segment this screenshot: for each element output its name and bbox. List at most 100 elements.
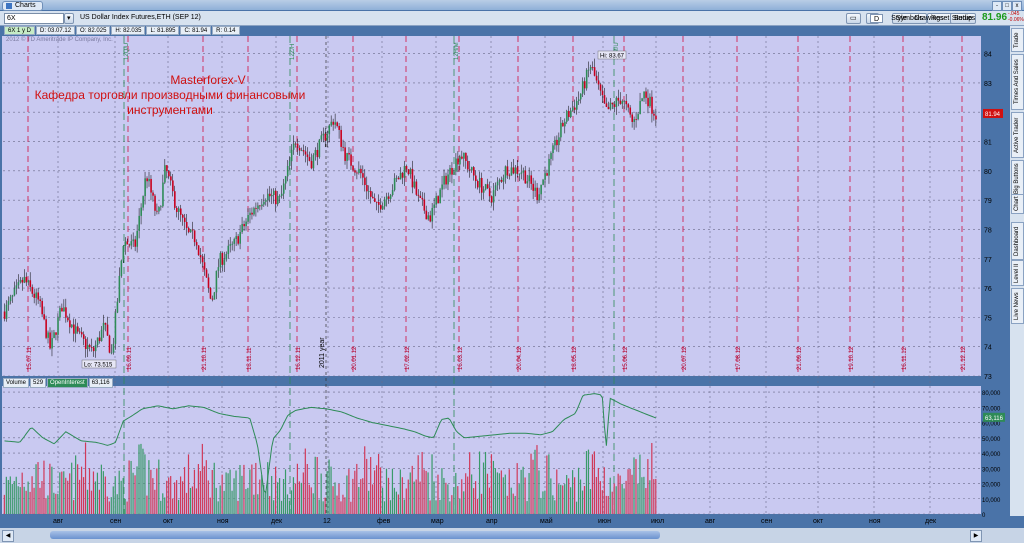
volume-bar <box>106 496 108 514</box>
volume-bar <box>292 477 295 514</box>
candle-body <box>320 135 323 140</box>
volume-bar <box>255 462 257 514</box>
sidebar-tab-dashboard[interactable]: Dashboard <box>1011 222 1024 260</box>
scroll-left-icon[interactable]: ◀ <box>2 530 14 542</box>
candle-body <box>486 184 489 189</box>
volume-bar <box>108 501 110 514</box>
volume-bar <box>393 487 396 514</box>
volume-bar <box>637 483 639 514</box>
candle-body <box>243 224 245 227</box>
sidebar-tab-live-news[interactable]: Live News <box>1011 288 1024 324</box>
sidebar-tab-trade[interactable]: Trade <box>1011 28 1024 52</box>
volume-bar <box>185 492 188 514</box>
candle-body <box>241 224 243 233</box>
link-icon[interactable]: ▭ <box>846 13 861 24</box>
volume-bar <box>61 471 63 514</box>
volume-bar <box>302 472 304 514</box>
period-box[interactable]: D <box>870 14 884 23</box>
volume-bar <box>221 474 223 514</box>
month-label: фев <box>377 518 391 525</box>
candle-body <box>314 149 317 156</box>
sidebar-tab-chart[interactable]: Chart <box>1011 194 1024 214</box>
high-label-box <box>597 50 627 60</box>
candle-body <box>364 177 366 185</box>
volume-bar <box>213 462 215 514</box>
info-range: R: 0.14 <box>212 26 240 35</box>
candle-body <box>231 243 234 245</box>
candle-body <box>86 344 89 349</box>
candle-body <box>148 178 150 182</box>
candle-body <box>607 106 610 110</box>
volume-bar <box>526 501 528 514</box>
candle-body <box>144 178 146 197</box>
candle-body <box>447 174 449 185</box>
maximize-button[interactable]: □ <box>1002 1 1012 11</box>
current-price-label: 81.94 <box>985 112 1001 118</box>
candle-body <box>211 298 214 300</box>
sidebar-tab-times-and-sales[interactable]: Times And Sales <box>1011 54 1024 110</box>
sidebar-tab-active-trader[interactable]: Active Trader <box>1011 112 1024 158</box>
candle-body <box>336 122 338 126</box>
scroll-right-icon[interactable]: ▶ <box>970 530 982 542</box>
candle-body <box>227 245 230 255</box>
candle-body <box>43 314 45 320</box>
volume-bar <box>126 501 128 514</box>
candle-body <box>528 175 531 182</box>
volume-bar <box>348 469 350 514</box>
volume-bar <box>275 466 277 514</box>
volume-bar <box>160 500 162 514</box>
candle-body <box>455 158 457 172</box>
candle-body <box>209 288 212 299</box>
volume-bar <box>415 479 417 514</box>
volume-bar <box>574 477 576 514</box>
volume-bar <box>100 464 102 514</box>
scrollbar-thumb[interactable] <box>50 531 660 539</box>
candle-body <box>55 332 57 335</box>
sidebar-tab-big-buttons[interactable]: Big Buttons <box>1011 160 1024 198</box>
minimize-button[interactable]: - <box>992 1 1002 11</box>
volume-bar <box>57 493 59 514</box>
candle-body <box>322 133 325 136</box>
volume-bar <box>338 483 340 514</box>
candle-body <box>282 183 285 194</box>
candle-body <box>589 67 592 70</box>
symbol-input[interactable]: 6X <box>4 13 64 24</box>
candle-body <box>290 149 293 162</box>
candle-body <box>207 277 210 289</box>
candle-body <box>381 206 384 210</box>
symbols-button[interactable]: Symbols <box>892 13 927 24</box>
volume-bar <box>49 463 51 514</box>
volume-bar <box>146 495 148 514</box>
volume-bar <box>94 481 97 514</box>
sidebar-tab-level-ii[interactable]: Level II <box>1011 260 1024 286</box>
studies-button[interactable]: Studies <box>951 15 976 22</box>
tab-charts[interactable]: Charts <box>2 1 43 11</box>
candle-body <box>134 239 137 247</box>
volume-bar <box>623 488 625 514</box>
style-button[interactable]: Style <box>891 15 907 22</box>
volume-bar <box>530 453 532 514</box>
candle-body <box>269 193 271 197</box>
candle-body <box>478 177 481 188</box>
candle-body <box>597 80 600 85</box>
candle-body <box>653 113 655 116</box>
candle-body <box>183 217 186 222</box>
candle-body <box>128 244 131 246</box>
volume-bar <box>176 480 178 514</box>
candle-body <box>595 75 598 81</box>
volume-bar <box>534 449 536 514</box>
candle-body <box>112 343 115 353</box>
symbol-dropdown-icon[interactable]: ▾ <box>64 13 74 24</box>
chart-scrollbar[interactable]: ◀ ▶ <box>0 528 1024 543</box>
drawings-button[interactable]: Drawings <box>914 15 944 22</box>
close-button[interactable]: x <box>1012 1 1022 11</box>
setup-button[interactable]: Setup <box>950 13 977 24</box>
volume-bar <box>340 501 342 514</box>
candle-body <box>170 176 172 181</box>
volume-bar <box>251 464 253 514</box>
candle-body <box>409 168 412 175</box>
volume-bar <box>377 454 380 514</box>
candle-body <box>534 187 536 191</box>
volume-bar <box>476 498 479 514</box>
volume-study-label: Volume 529 OpenInterest 63,116 <box>3 378 114 388</box>
